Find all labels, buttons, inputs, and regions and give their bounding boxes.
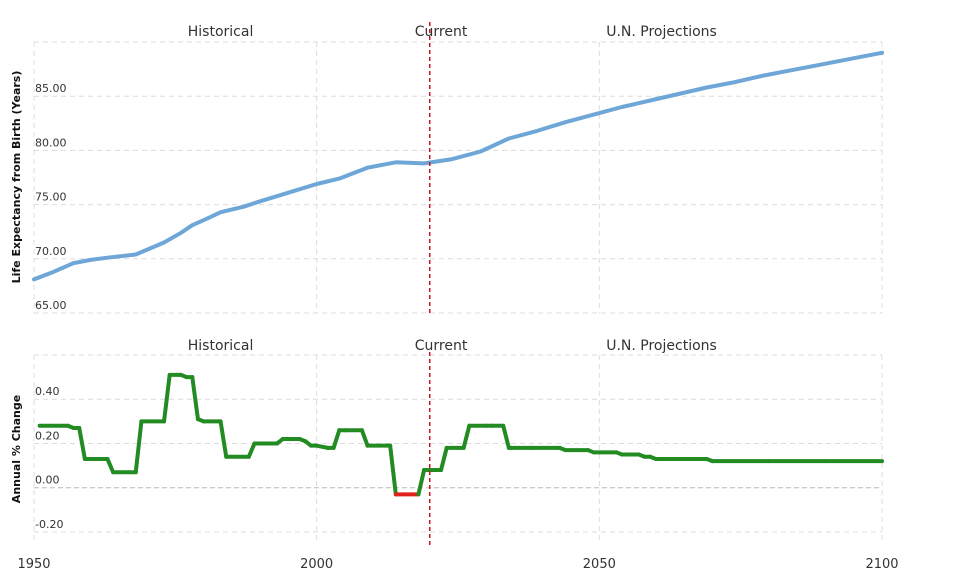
bottom-region-labels: Historical Current U.N. Projections [188, 338, 717, 354]
annual-change-segment [501, 423, 511, 450]
annual-change-segment [133, 419, 144, 475]
x-tick-label: 2050 [583, 557, 616, 572]
x-tick-label: 1950 [17, 557, 50, 572]
life-expectancy-line [32, 50, 884, 282]
y-tick-label: 0.00 [35, 474, 60, 487]
region-label: U.N. Projections [606, 24, 717, 40]
annual-change-segment [246, 441, 257, 459]
annual-change-segment [331, 428, 342, 450]
annual-change-segment [461, 423, 472, 450]
x-ticks: 1950 2000 2050 2100 [17, 557, 898, 572]
y-tick-label: 65.00 [35, 299, 67, 312]
y-tick-label: 75.00 [35, 191, 67, 204]
annual-change-segment [162, 372, 172, 424]
y-tick-label: 0.40 [35, 385, 60, 398]
top-gridlines [33, 41, 883, 314]
bottom-series [37, 372, 884, 497]
y-tick-label: 0.20 [35, 429, 60, 442]
bottom-panel: Annual % Change -0.20 0.00 0.20 0.40 Histor… [10, 338, 899, 572]
region-label: Current [415, 24, 468, 40]
annual-change-segment [359, 428, 370, 448]
y-tick-label: -0.20 [35, 518, 63, 531]
y-tick-label: 70.00 [35, 245, 67, 258]
region-label: U.N. Projections [606, 338, 717, 354]
region-label: Current [415, 338, 468, 354]
top-y-axis-label: Life Expectancy from Birth (Years) [10, 71, 23, 284]
annual-change-segment [416, 468, 427, 497]
top-panel: Life Expectancy from Birth (Years) 65.00… [10, 22, 884, 315]
x-tick-label: 2000 [300, 557, 333, 572]
top-series [32, 50, 884, 282]
region-label: Historical [188, 24, 254, 40]
top-region-labels: Historical Current U.N. Projections [188, 24, 717, 40]
bottom-y-ticks: -0.20 0.00 0.20 0.40 [35, 385, 63, 531]
annual-change-segment [77, 425, 87, 461]
region-label: Historical [188, 338, 254, 354]
annual-change-segment [105, 456, 116, 475]
x-tick-label: 2100 [865, 557, 898, 572]
annual-change-segment [388, 443, 398, 497]
bottom-y-axis-label: Annual % Change [10, 395, 23, 503]
y-tick-label: 85.00 [35, 82, 67, 95]
annual-change-segment [218, 419, 229, 459]
bottom-gridlines [33, 354, 883, 543]
top-y-ticks: 65.00 70.00 75.00 80.00 85.00 [35, 82, 67, 312]
annual-change-segment [190, 375, 200, 422]
annual-change-segment [439, 445, 449, 473]
y-tick-label: 80.00 [35, 136, 67, 149]
